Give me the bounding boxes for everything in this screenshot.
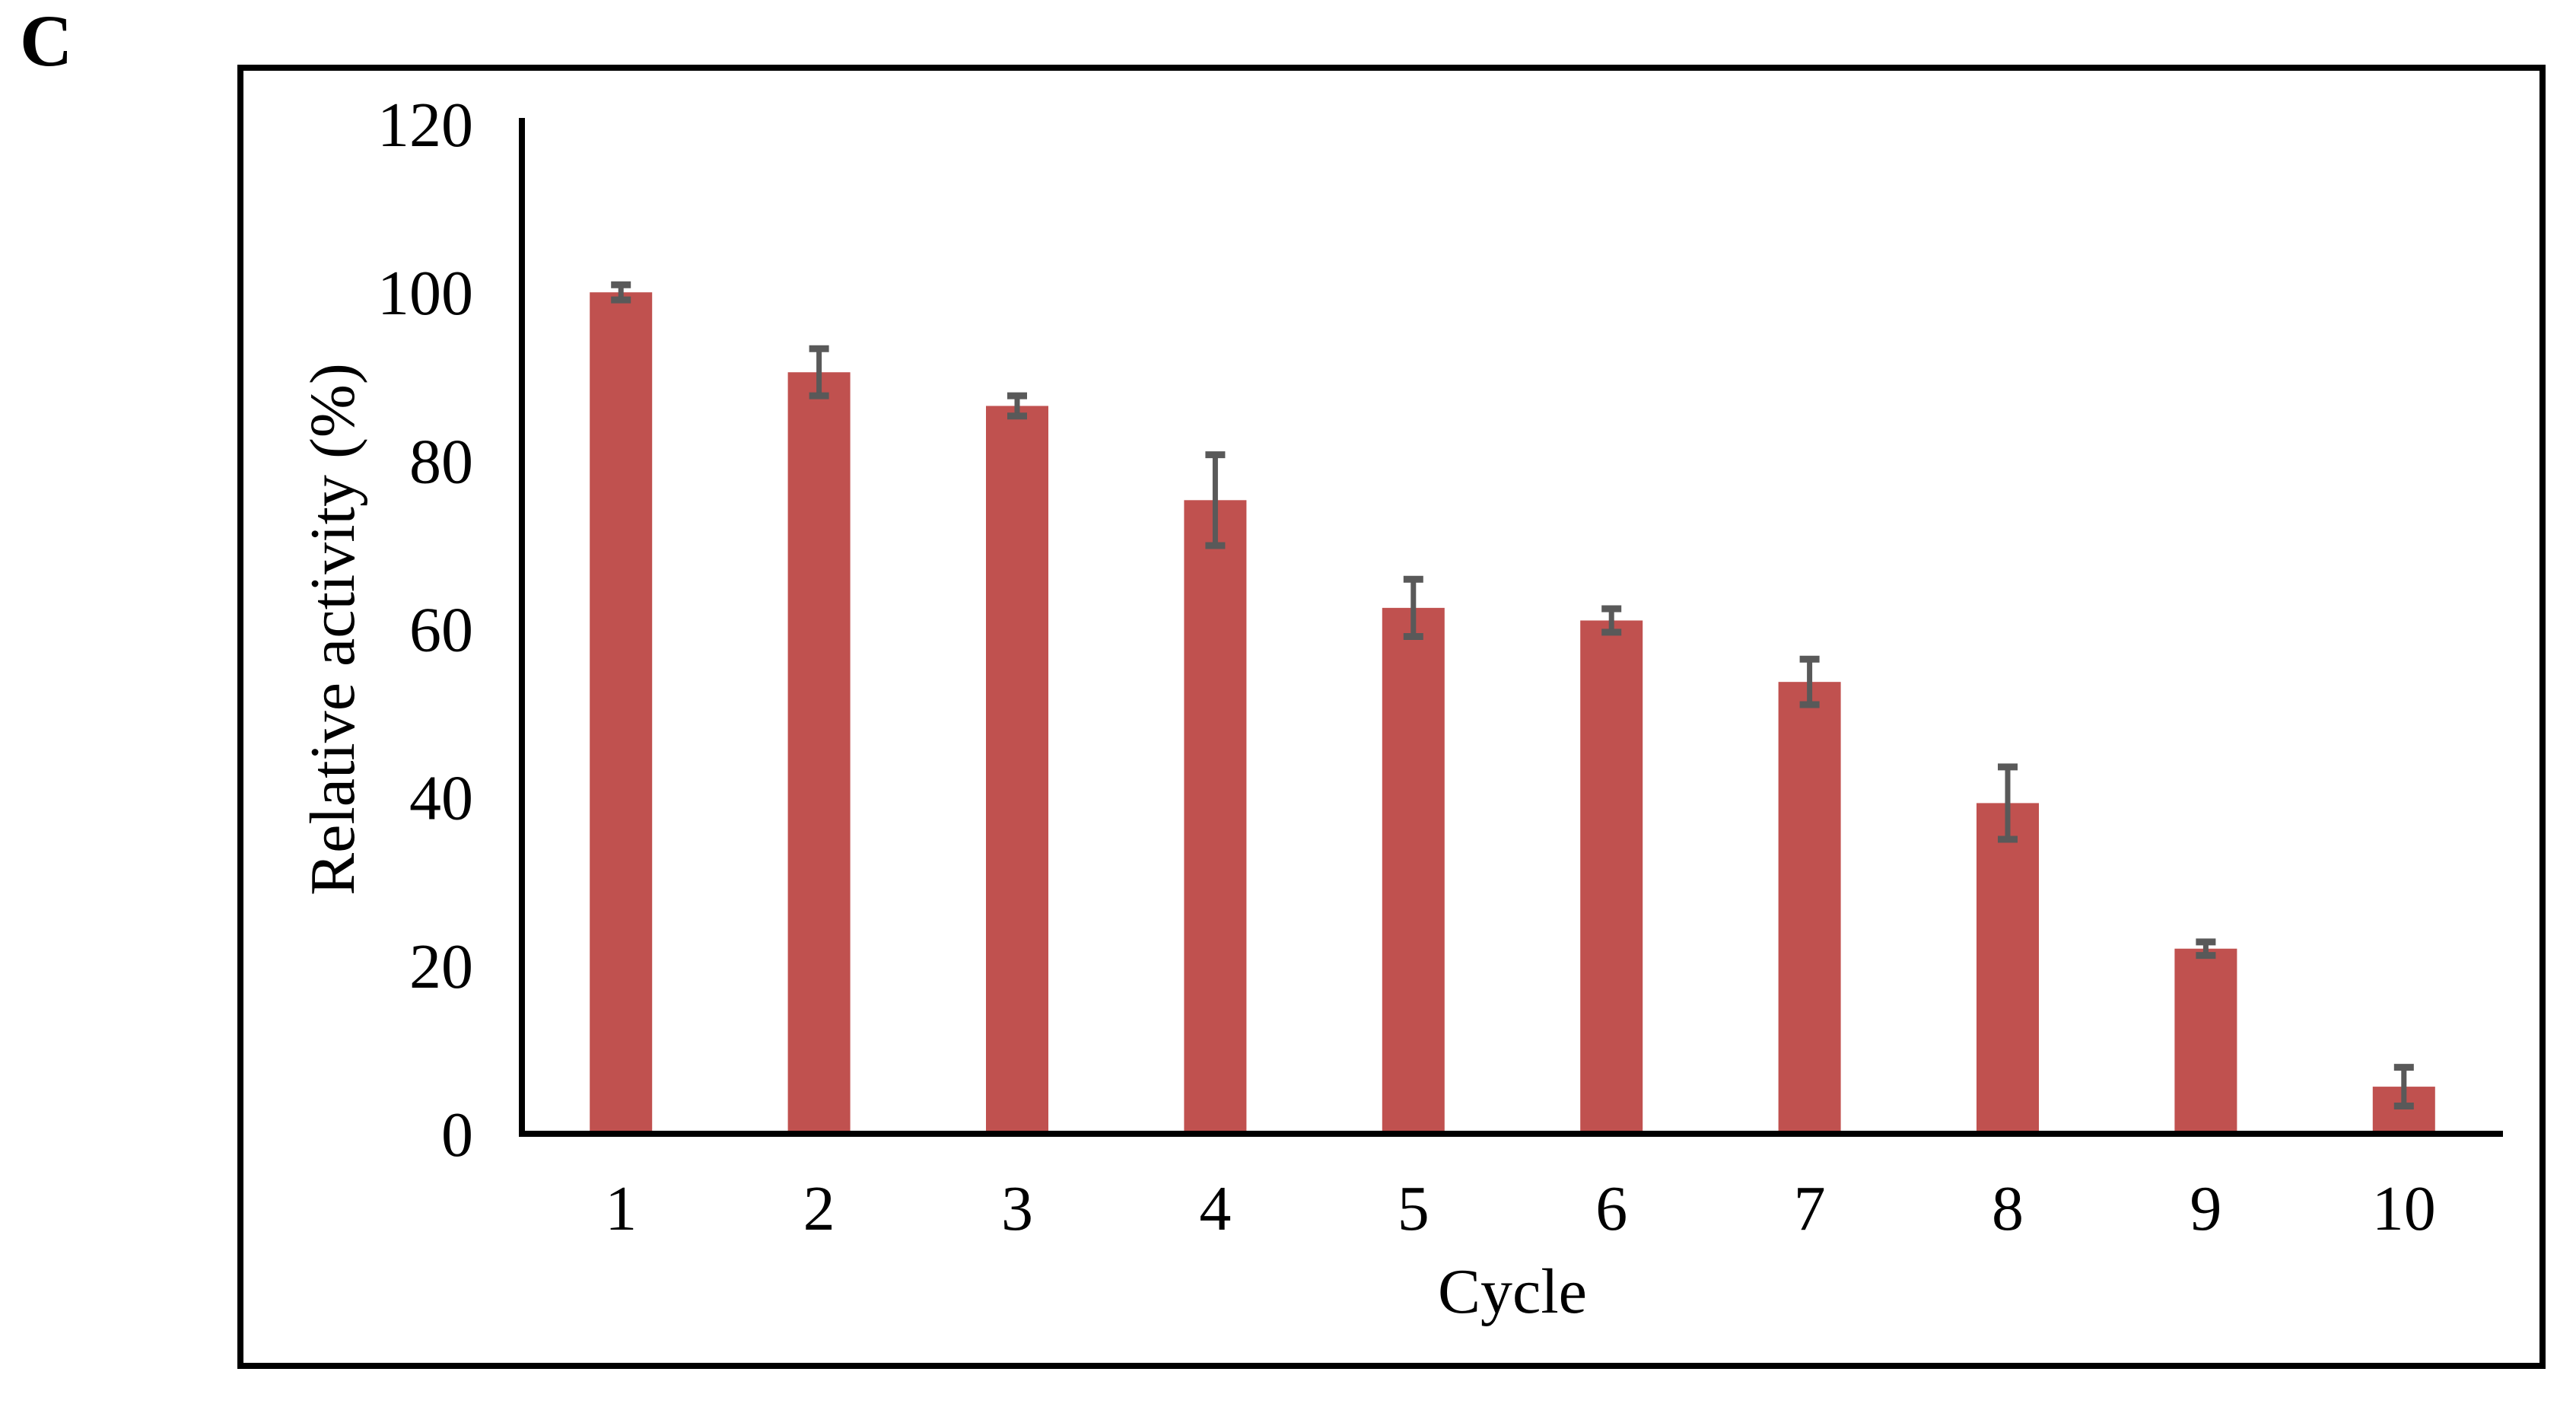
- bar-cycle-9: [2174, 948, 2237, 1137]
- y-tick-label-100: 100: [377, 258, 473, 329]
- panel-label: C: [20, 0, 73, 81]
- y-axis-title: Relative activity (%): [297, 363, 368, 896]
- bar-cycle-7: [1778, 682, 1841, 1137]
- y-tick-label-20: 20: [409, 931, 473, 1002]
- x-tick-label-10: 10: [2372, 1173, 2436, 1244]
- y-tick-label-0: 0: [441, 1100, 473, 1170]
- x-tick-label-4: 4: [1199, 1173, 1231, 1244]
- bar-cycle-6: [1580, 620, 1643, 1137]
- bar-cycle-3: [986, 406, 1048, 1137]
- x-tick-label-6: 6: [1595, 1173, 1627, 1244]
- bar-cycle-2: [787, 372, 851, 1137]
- bar-cycle-4: [1184, 500, 1247, 1137]
- x-tick-label-1: 1: [605, 1173, 637, 1244]
- y-tick-label-80: 80: [409, 426, 473, 497]
- x-tick-label-2: 2: [803, 1173, 835, 1244]
- bar-cycle-8: [1977, 803, 2039, 1137]
- x-tick-label-7: 7: [1794, 1173, 1826, 1244]
- bar-cycle-1: [590, 292, 653, 1138]
- x-axis-title: Cycle: [1438, 1256, 1587, 1327]
- y-tick-label-120: 120: [377, 90, 473, 161]
- bar-cycle-5: [1382, 607, 1445, 1137]
- x-tick-label-5: 5: [1398, 1173, 1430, 1244]
- y-tick-label-60: 60: [409, 595, 473, 666]
- y-tick-label-40: 40: [409, 763, 473, 834]
- x-tick-label-9: 9: [2190, 1173, 2221, 1244]
- x-tick-label-8: 8: [1992, 1173, 2024, 1244]
- x-tick-label-3: 3: [1001, 1173, 1033, 1244]
